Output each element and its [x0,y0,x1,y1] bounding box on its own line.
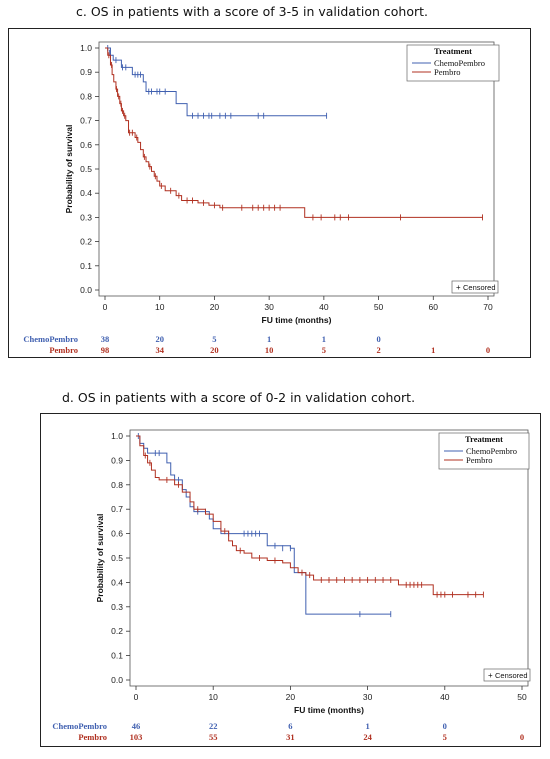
y-tick-label: 0.9 [80,67,92,77]
legend-title: Treatment [465,434,503,444]
risk-table-cell: 5 [212,334,216,344]
x-tick-label: 50 [374,302,384,312]
km-curve-pembro [136,435,484,596]
censored-plus-icon: + [488,671,493,680]
risk-table-cell: 1 [267,334,271,344]
panel-c-plot: 0.00.10.20.30.40.50.60.70.80.91.00 10 20 30… [23,41,500,355]
legend-title: Treatment [434,46,472,56]
legend-entry: ChemoPembro [434,58,485,68]
risk-table-cell: 31 [286,732,295,742]
legend-entry: ChemoPembro [466,446,517,456]
risk-table-cell: 38 [101,334,110,344]
x-tick-label: 10 [155,302,165,312]
y-tick-label: 0.2 [111,626,123,636]
risk-table-cell: 98 [101,345,110,355]
x-tick-label: 30 [264,302,274,312]
y-tick-label: 0.1 [111,651,123,661]
y-tick-label: 0.7 [80,116,92,126]
x-tick-label: 10 [208,692,218,702]
censored-label: Censored [463,283,496,292]
x-tick-label: 70 [483,302,493,312]
censored-plus-icon: + [456,283,461,292]
y-tick-label: 0.0 [80,285,92,295]
km-curve-chemopembro [136,435,391,615]
y-tick-label: 0.3 [111,602,123,612]
y-tick-label: 0.4 [111,577,123,587]
x-tick-label: 30 [363,692,373,702]
y-axis-label: Probability of survival [95,514,105,603]
panel-c-caption: c. OS in patients with a score of 3-5 in… [76,4,428,19]
y-tick-label: 0.7 [111,504,123,514]
x-tick-label: 40 [440,692,450,702]
risk-table-cell: 22 [209,721,218,731]
y-tick-label: 0.4 [80,188,92,198]
x-tick-label: 20 [210,302,220,312]
x-axis-label: FU time (months) [262,315,332,325]
y-tick-label: 0.1 [80,261,92,271]
risk-table-cell: 6 [288,721,292,731]
y-tick-label: 0.5 [80,164,92,174]
x-tick-label: 20 [286,692,296,702]
risk-table-cell: 2 [376,345,380,355]
risk-table-label: Pembro [78,732,107,742]
y-tick-label: 1.0 [80,43,92,53]
y-tick-label: 0.5 [111,553,123,563]
x-tick-label: 0 [134,692,139,702]
risk-table-cell: 10 [265,345,274,355]
x-tick-label: 0 [103,302,108,312]
y-tick-label: 1.0 [111,431,123,441]
risk-table-cell: 0 [376,334,380,344]
risk-table-label: Pembro [49,345,78,355]
legend-entry: Pembro [466,455,492,465]
risk-table-cell: 34 [155,345,164,355]
risk-table-cell: 0 [486,345,490,355]
y-tick-label: 0.6 [111,529,123,539]
censored-legend-box [483,668,531,682]
risk-table-cell: 103 [130,732,143,742]
risk-table-cell: 5 [443,732,447,742]
y-tick-label: 0.6 [80,140,92,150]
risk-table-cell: 1 [365,721,369,731]
risk-table-cell: 24 [363,732,372,742]
risk-table-label: ChemoPembro [23,334,78,344]
panel-d-caption: d. OS in patients with a score of 0-2 in… [62,390,416,405]
risk-table-cell: 1 [322,334,326,344]
legend-entry: Pembro [434,67,460,77]
y-tick-label: 0.8 [111,480,123,490]
censored-label: Censored [495,671,528,680]
x-axis-label: FU time (months) [294,705,364,715]
y-axis-label: Probability of survival [64,125,74,214]
x-tick-label: 60 [429,302,439,312]
risk-table-cell: 0 [443,721,447,731]
risk-table-cell: 46 [132,721,141,731]
risk-table-cell: 20 [210,345,219,355]
y-tick-label: 0.8 [80,91,92,101]
y-tick-label: 0.2 [80,237,92,247]
y-tick-label: 0.9 [111,455,123,465]
risk-table-cell: 55 [209,732,218,742]
x-tick-label: 50 [517,692,527,702]
censored-legend-box [451,280,499,294]
risk-table-label: ChemoPembro [52,721,107,731]
risk-table-cell: 0 [520,732,524,742]
y-tick-label: 0.3 [80,212,92,222]
risk-table-cell: 5 [322,345,326,355]
y-tick-label: 0.0 [111,675,123,685]
risk-table-cell: 1 [431,345,435,355]
km-curve-pembro [105,47,483,218]
risk-table-cell: 20 [155,334,164,344]
x-tick-label: 40 [319,302,329,312]
